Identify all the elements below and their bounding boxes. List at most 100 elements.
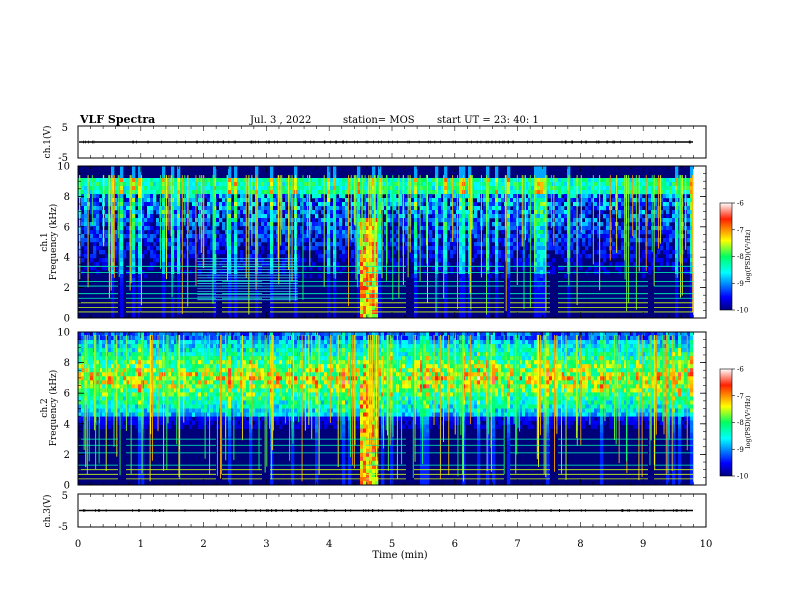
spectrogram-cell (675, 206, 679, 211)
spectrogram-cell (390, 222, 394, 227)
spectrogram-cell (147, 266, 151, 271)
spectrogram-cell (459, 166, 463, 171)
spectrogram-cell (372, 166, 376, 171)
spectrogram-cell (666, 246, 670, 251)
spectrogram-cell (495, 186, 499, 191)
spectrogram-cell (597, 214, 601, 219)
spectrogram-cell (462, 302, 466, 307)
spectrogram-cell (264, 226, 268, 231)
spectrogram-cell (582, 182, 586, 187)
spectrogram-cell (423, 222, 427, 227)
spectrogram-cell (210, 226, 214, 231)
spectrogram-cell (327, 214, 331, 219)
spectrogram-cell (390, 214, 394, 219)
spectrogram-cell (435, 170, 439, 175)
spectrogram-cell (327, 246, 331, 251)
spectrogram-cell (489, 190, 493, 195)
spectrogram-cell (81, 214, 85, 219)
spectrogram-cell (624, 258, 628, 263)
spectrogram-cell (174, 246, 178, 251)
spectrogram-cell (234, 250, 238, 255)
spectrogram-cell (240, 178, 244, 183)
spectrogram-cell (210, 230, 214, 235)
spectrogram-cell (621, 262, 625, 267)
spectrogram-cell (273, 194, 277, 199)
spectrogram-cell (93, 194, 97, 199)
spectrogram-cell (453, 250, 457, 255)
spectrogram-cell (399, 262, 403, 267)
spectrogram-cell (537, 314, 541, 319)
spectrogram-cell (132, 298, 136, 303)
spectrogram-cell (81, 238, 85, 243)
spectrogram-cell (501, 190, 505, 195)
spectrogram-cell (222, 242, 226, 247)
spectrogram-cell (432, 186, 436, 191)
spectrogram-cell (537, 190, 541, 195)
spectrogram-cell (468, 306, 472, 311)
spectrogram-cell (639, 186, 643, 191)
spectrogram-cell (96, 336, 100, 341)
spectrogram-cell (513, 238, 517, 243)
spectrogram-cell (246, 246, 250, 251)
spectrogram-cell (252, 214, 256, 219)
spectrogram-cell (81, 416, 85, 421)
spectrogram-cell (252, 254, 256, 259)
spectrogram-cell (579, 262, 583, 267)
spectrogram-cell (507, 170, 511, 175)
spectrogram-cell (120, 214, 124, 219)
spectrogram-cell (270, 206, 274, 211)
spectrogram-cell (618, 202, 622, 207)
spectrogram-cell (408, 234, 412, 239)
spectrogram-cell (129, 202, 133, 207)
spectrogram-cell (105, 230, 109, 235)
spectrogram-cell (300, 178, 304, 183)
spectrogram-cell (468, 302, 472, 307)
spectrogram-cell (528, 226, 532, 231)
spectrogram-cell (231, 242, 235, 247)
spectrogram-cell (264, 234, 268, 239)
spectrogram-cell (267, 234, 271, 239)
spectrogram-cell (321, 194, 325, 199)
spectrogram-cell (114, 238, 118, 243)
spectrogram-cell (537, 266, 541, 271)
spectrogram-cell (543, 214, 547, 219)
spectrogram-cell (93, 198, 97, 203)
spectrogram-cell (291, 230, 295, 235)
spectrogram-cell (375, 306, 379, 311)
spectrogram-cell (624, 210, 628, 215)
spectrogram-cell (132, 206, 136, 211)
spectrogram-cell (123, 182, 127, 187)
spectrogram-cell (261, 194, 265, 199)
spectrogram-cell (405, 202, 409, 207)
spectrogram-cell (120, 190, 124, 195)
spectrogram-cell (315, 246, 319, 251)
spectrogram-cell (537, 214, 541, 219)
spectrogram-cell (399, 258, 403, 263)
spectrogram-cell (240, 210, 244, 215)
spectrogram-cell (438, 218, 442, 223)
spectrogram-cell (261, 206, 265, 211)
spectrogram-cell (618, 190, 622, 195)
spectrogram-cell (507, 238, 511, 243)
spectrogram-cell (336, 262, 340, 267)
spectrogram-cell (171, 178, 175, 183)
spectrogram-cell (441, 186, 445, 191)
spectrogram-cell (171, 210, 175, 215)
spectrogram-cell (318, 226, 322, 231)
spectrogram-cell (531, 202, 535, 207)
spectrogram-cell (378, 182, 382, 187)
spectrogram-cell (291, 178, 295, 183)
spectrogram-cell (564, 238, 568, 243)
spectrogram-cell (258, 194, 262, 199)
spectrogram-cell (120, 166, 124, 171)
spectrogram-cell (168, 182, 172, 187)
spectrogram-cell (570, 182, 574, 187)
spectrogram-cell (153, 234, 157, 239)
spectrogram-cell (669, 186, 673, 191)
spectrogram-cell (177, 306, 181, 311)
spectrogram-cell (87, 396, 91, 401)
spectrogram-cell (543, 242, 547, 247)
spectrogram-cell (189, 234, 193, 239)
spectrogram-cell (252, 202, 256, 207)
spectrogram-cell (570, 246, 574, 251)
